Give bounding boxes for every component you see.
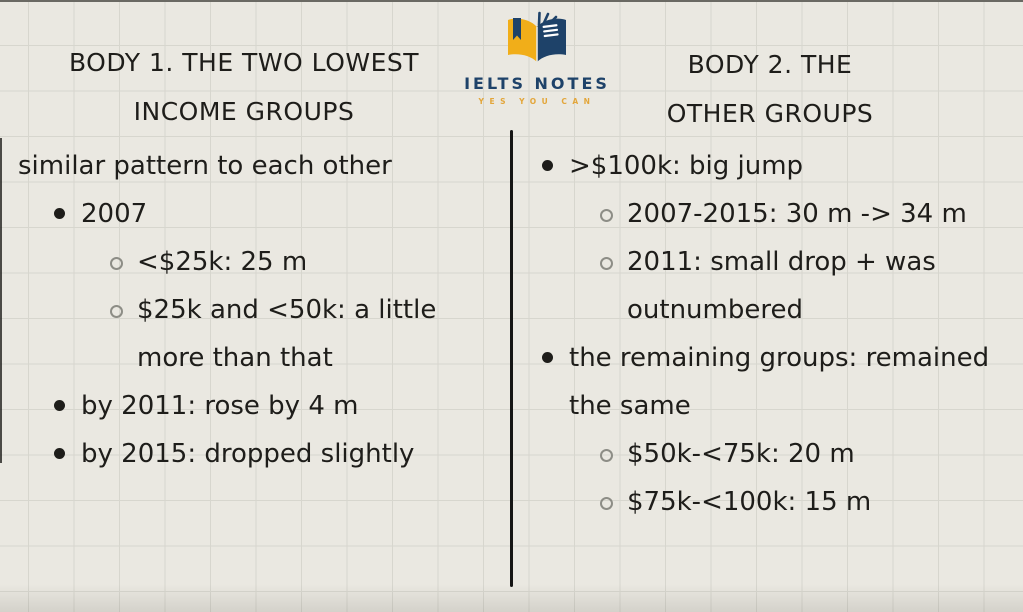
bullet-dot-icon (54, 190, 81, 219)
list-item-text: 2007-2015: 30 m -> 34 m (627, 199, 967, 229)
list-item-text: by 2015: dropped slightly (81, 439, 415, 469)
left-column-list: similar pattern to each other 2007 <$25k… (14, 142, 492, 478)
ielts-notes-logo: IELTS NOTES YES YOU CAN (452, 10, 622, 106)
list-item-text: >$100k: big jump (569, 151, 804, 181)
list-item: >$100k: big jump (540, 142, 1000, 190)
bullet-circle-icon (600, 238, 627, 270)
list-item: $50k-<75k: 20 m (540, 430, 1000, 478)
list-item: $75k-<100k: 15 m (540, 478, 1000, 526)
list-item: 2011: small drop + was outnumbered (540, 238, 1000, 334)
column-divider (510, 130, 513, 587)
list-item-text: by 2011: rose by 4 m (81, 391, 359, 421)
logo-title: IELTS NOTES (464, 74, 610, 93)
logo-tagline: YES YOU CAN (478, 97, 596, 106)
left-heading-line-2: INCOME GROUPS (133, 97, 355, 126)
list-item-text: similar pattern to each other (18, 151, 392, 181)
list-item-text: $50k-<75k: 20 m (627, 439, 855, 469)
photo-left-edge (0, 138, 2, 463)
list-item: <$25k: 25 m (14, 238, 492, 286)
list-item: by 2015: dropped slightly (14, 430, 492, 478)
list-item-text: $25k and <50k: a little more than that (137, 295, 437, 373)
list-item-text: 2007 (81, 199, 148, 229)
list-item-text: $75k-<100k: 15 m (627, 487, 872, 517)
list-item-text: <$25k: 25 m (137, 247, 308, 277)
bullet-circle-icon (600, 478, 627, 510)
list-item: by 2011: rose by 4 m (14, 382, 492, 430)
left-column-heading: BODY 1. THE TWO LOWEST INCOME GROUPS (12, 38, 476, 136)
list-item-text: the remaining groups: remained the same (569, 343, 990, 421)
right-heading-line-2: OTHER GROUPS (666, 99, 874, 128)
bullet-circle-icon (110, 238, 137, 270)
bullet-circle-icon (110, 286, 137, 318)
right-heading-line-1: BODY 2. THE (687, 50, 853, 79)
photo-top-edge (0, 0, 1023, 2)
open-book-icon (452, 10, 622, 72)
list-item: $25k and <50k: a little more than that (14, 286, 492, 382)
bullet-dot-icon (54, 382, 81, 411)
list-item: similar pattern to each other (14, 142, 492, 190)
bullet-circle-icon (600, 190, 627, 222)
list-item: 2007 (14, 190, 492, 238)
list-item: the remaining groups: remained the same (540, 334, 1000, 430)
right-column-list: >$100k: big jump 2007-2015: 30 m -> 34 m… (540, 142, 1000, 526)
photo-bottom-shade (0, 584, 1023, 612)
left-heading-line-1: BODY 1. THE TWO LOWEST (68, 48, 420, 77)
right-column-heading: BODY 2. THE OTHER GROUPS (566, 40, 974, 138)
bullet-circle-icon (600, 430, 627, 462)
list-item: 2007-2015: 30 m -> 34 m (540, 190, 1000, 238)
list-item-text: 2011: small drop + was outnumbered (627, 247, 936, 325)
bullet-dot-icon (54, 430, 81, 459)
bullet-dot-icon (542, 334, 569, 363)
bullet-dot-icon (542, 142, 569, 171)
